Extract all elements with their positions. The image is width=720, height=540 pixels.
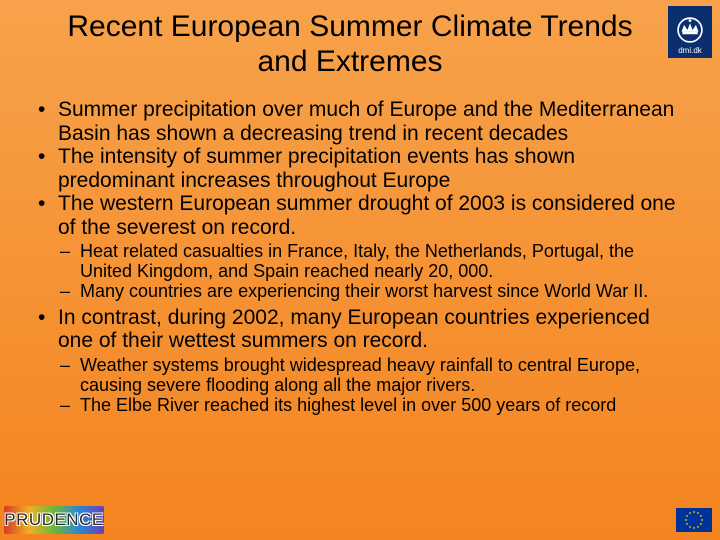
list-item-text: Summer precipitation over much of Europe…	[58, 98, 674, 145]
page-title: Recent European Summer Climate Trends an…	[60, 10, 640, 79]
prudence-logo: PRUDENCE	[4, 506, 104, 534]
sub-list-item: Weather systems brought widespread heavy…	[32, 355, 690, 395]
list-item: The western European summer drought of 2…	[32, 192, 690, 239]
list-item: Summer precipitation over much of Europe…	[32, 98, 690, 145]
sub-list: Weather systems brought widespread heavy…	[32, 355, 690, 415]
list-item: The intensity of summer precipitation ev…	[32, 145, 690, 192]
list-item: In contrast, during 2002, many European …	[32, 306, 690, 353]
sub-list-item-text: Many countries are experiencing their wo…	[80, 281, 648, 301]
list-item-text: In contrast, during 2002, many European …	[58, 306, 650, 353]
dmi-logo: dmi.dk	[668, 6, 712, 58]
sub-list-item-text: The Elbe River reached its highest level…	[80, 395, 616, 415]
list-item-text: The western European summer drought of 2…	[58, 192, 676, 239]
crown-icon	[668, 10, 712, 50]
bullet-list: Summer precipitation over much of Europe…	[32, 98, 690, 415]
sub-list-item: Heat related casualties in France, Italy…	[32, 241, 690, 281]
dmi-logo-label: dmi.dk	[678, 46, 702, 55]
list-item-text: The intensity of summer precipitation ev…	[58, 145, 575, 192]
content-body: Summer precipitation over much of Europe…	[32, 98, 690, 419]
sub-list-item: The Elbe River reached its highest level…	[32, 395, 690, 415]
sub-list-item: Many countries are experiencing their wo…	[32, 281, 690, 301]
slide: Recent European Summer Climate Trends an…	[0, 0, 720, 540]
sub-list-item-text: Weather systems brought widespread heavy…	[80, 355, 640, 395]
eu-flag-icon	[676, 508, 712, 532]
sub-list-item-text: Heat related casualties in France, Italy…	[80, 241, 634, 281]
sub-list: Heat related casualties in France, Italy…	[32, 241, 690, 301]
